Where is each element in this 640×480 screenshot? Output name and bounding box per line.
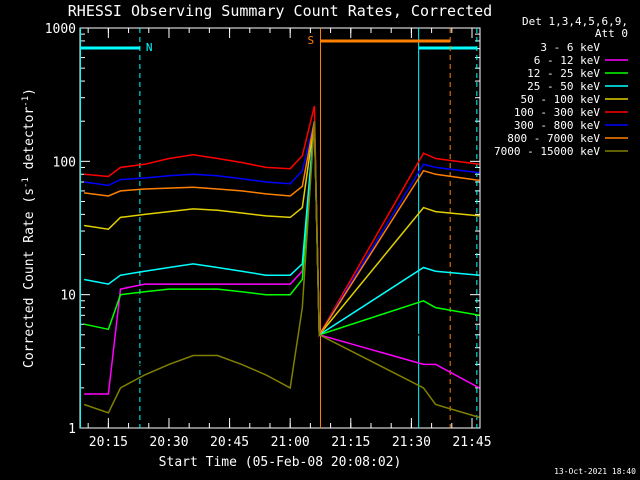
- y-axis-label: Corrected Count Rate (s-1 detector-1): [21, 88, 37, 368]
- x-axis-label: Start Time (05-Feb-08 20:08:02): [159, 455, 402, 470]
- legend-header-line2: Att 0: [595, 27, 628, 40]
- x-tick-label: 21:30: [392, 435, 431, 450]
- y-axis-label-mid: detector: [22, 107, 37, 178]
- y-axis-label-text: Corrected Count Rate (s: [22, 188, 37, 368]
- series-line-1: [84, 121, 480, 395]
- plot-area: NS: [79, 27, 481, 429]
- series-line-5: [84, 105, 480, 338]
- x-tick-label: 20:15: [89, 435, 128, 450]
- footer-date: 13-Oct-2021 18:40: [554, 467, 636, 476]
- y-tick-label: 1000: [45, 22, 76, 37]
- legend-label: 3 - 6 keV: [540, 41, 600, 54]
- y-tick-label: 1: [68, 422, 76, 437]
- y-axis-label-exp2: -1: [21, 96, 31, 107]
- y-axis-label-close: ): [22, 88, 37, 96]
- y-axis-label-exp1: -1: [21, 177, 31, 188]
- series-line-0: [84, 121, 480, 406]
- series-line-2: [83, 121, 480, 336]
- x-tick-label: 21:15: [331, 435, 370, 450]
- series-line-8: [83, 121, 480, 419]
- legend-label: 7000 - 15000 keV: [494, 145, 600, 158]
- night-label: N: [146, 41, 153, 54]
- y-tick-label: 100: [53, 155, 76, 170]
- legend-label: 800 - 7000 keV: [507, 132, 600, 145]
- legend-label: 12 - 25 keV: [527, 67, 600, 80]
- series-line-6: [83, 121, 480, 338]
- svg-text:Corrected Count Rate (s-1 dete: Corrected Count Rate (s-1 detector-1): [21, 88, 37, 368]
- legend-label: 100 - 300 keV: [514, 106, 600, 119]
- legend-label: 25 - 50 keV: [527, 80, 600, 93]
- series-line-7: [84, 121, 480, 338]
- legend-header-line1: Det 1,3,4,5,6,9,: [522, 15, 628, 28]
- legend-label: 6 - 12 keV: [534, 54, 601, 67]
- x-tick-label: 21:00: [271, 435, 310, 450]
- x-tick-label: 20:45: [210, 435, 249, 450]
- y-tick-label: 10: [60, 289, 76, 304]
- series-line-3: [83, 121, 480, 337]
- series-line-4: [83, 121, 480, 337]
- chart-title: RHESSI Observing Summary Count Rates, Co…: [68, 2, 492, 20]
- x-tick-label: 20:30: [149, 435, 188, 450]
- legend-label: 300 - 800 keV: [514, 119, 600, 132]
- saa-label: S: [307, 34, 314, 47]
- legend-label: 50 - 100 keV: [521, 93, 601, 106]
- x-tick-label: 21:45: [452, 435, 491, 450]
